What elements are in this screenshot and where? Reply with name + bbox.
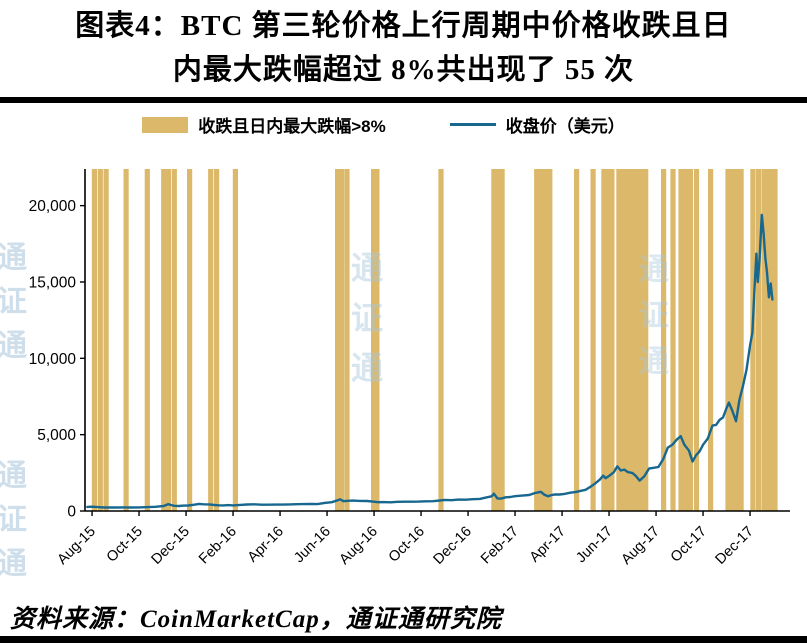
drawdown-bar (670, 169, 676, 511)
close-price-line (86, 213, 774, 509)
y-tick-label: 0 (67, 504, 76, 521)
drawdown-bar (103, 169, 109, 511)
title-divider-rule (0, 97, 807, 103)
drawdown-bar (629, 169, 635, 511)
drawdown-bar (339, 169, 345, 511)
drawdown-bar (755, 169, 762, 511)
x-tick-label: Apr-16 (245, 524, 287, 566)
drawdown-bar (438, 169, 444, 511)
drawdown-bar (161, 169, 167, 511)
x-tick-label: Jun-16 (291, 524, 334, 567)
drawdown-bar (624, 169, 630, 511)
drawdown-bar (344, 169, 350, 511)
x-tick-label: Jun-17 (573, 524, 616, 567)
bottom-border-rule (0, 636, 807, 643)
drawdown-bar (534, 169, 540, 511)
x-tick-label: Aug-16 (336, 524, 380, 568)
drawdown-bar (693, 169, 700, 511)
drawdown-bar (491, 169, 497, 511)
chart-legend: 收跌且日内最大跌幅>8% 收盘价（美元） (0, 103, 807, 139)
line-legend-label: 收盘价（美元） (505, 117, 625, 136)
y-tick-label: 10,000 (29, 351, 77, 368)
chart-title: 图表4：BTC 第三轮价格上行周期中价格收跌且日 内最大跌幅超过 8%共出现了 … (0, 0, 807, 92)
drawdown-bar (495, 169, 501, 511)
drawdown-bar (772, 169, 778, 511)
x-tick-label: Dec-15 (149, 524, 193, 568)
x-tick-label: Oct-16 (386, 524, 428, 566)
drawdown-bar (171, 169, 177, 511)
legend-item-bars: 收跌且日内最大跌幅>8% (142, 112, 386, 137)
x-tick-label: Aug-15 (54, 524, 98, 568)
drawdown-bar (687, 169, 693, 511)
y-tick-label: 5,000 (37, 427, 76, 444)
bars-legend-label: 收跌且日内最大跌幅>8% (198, 117, 386, 136)
source-line: 资料来源：CoinMarketCap，通证通研究院 (10, 606, 502, 633)
drawdown-bar (750, 169, 756, 511)
drawdown-bar (609, 169, 615, 511)
drawdown-bar (725, 169, 731, 511)
drawdown-bar (574, 169, 580, 511)
drawdown-bar (165, 169, 171, 511)
drawdown-bar (91, 169, 97, 511)
drawdown-bar (547, 169, 553, 511)
legend-item-line: 收盘价（美元） (449, 112, 625, 137)
drawdown-bar (730, 169, 736, 511)
drawdown-bar (335, 169, 341, 511)
drawdown-bar (590, 169, 596, 511)
drawdown-bar (764, 169, 770, 511)
x-tick-label: Dec-16 (431, 524, 475, 568)
bars-legend-swatch (142, 116, 189, 133)
drawdown-bar (374, 169, 380, 511)
line-legend-swatch (449, 123, 496, 126)
x-tick-label: Dec-17 (713, 524, 757, 568)
drawdown-bar (678, 169, 684, 511)
drawdown-bar (633, 169, 640, 511)
drawdown-bar (208, 169, 214, 511)
x-tick-label: Feb-17 (478, 524, 522, 568)
drawdown-bar (144, 169, 150, 511)
drawdown-bar (123, 169, 129, 511)
x-tick-label: Aug-17 (618, 524, 662, 568)
drawdown-bar (738, 169, 744, 511)
drawdown-bar (187, 169, 193, 511)
x-tick-label: Apr-17 (527, 524, 569, 566)
drawdown-bar (643, 169, 649, 511)
drawdown-bar (601, 169, 607, 511)
drawdown-bar (232, 169, 238, 511)
drawdown-bar (499, 169, 505, 511)
drawdown-bar (733, 169, 739, 511)
drawdown-bar (708, 169, 714, 511)
x-tick-label: Oct-17 (668, 524, 710, 566)
drawdown-bar (371, 169, 377, 511)
drawdown-bar (214, 169, 220, 511)
y-tick-label: 15,000 (29, 274, 77, 291)
drawdown-bar (97, 169, 103, 511)
drawdown-bar (683, 169, 689, 511)
drawdown-bar (604, 169, 610, 511)
x-tick-label: Feb-16 (196, 524, 240, 568)
chart-area: 通证通 通证通 通证通 通证通 收跌且日内最大跌幅>8% 收盘价（美元） 0 5,… (0, 103, 807, 591)
x-tick-label: Oct-15 (104, 524, 146, 566)
drawdown-bar (638, 169, 644, 511)
drawdown-bar (761, 169, 767, 511)
chart-title-line-1: 图表4：BTC 第三轮价格上行周期中价格收跌且日 (75, 10, 732, 42)
drawdown-bar (538, 169, 544, 511)
y-tick-label: 20,000 (29, 198, 77, 215)
drawdown-bar (620, 169, 626, 511)
drawdown-bar (616, 169, 622, 511)
chart-title-line-2: 内最大跌幅超过 8%共出现了 55 次 (172, 53, 635, 86)
drawdown-bar (542, 169, 548, 511)
drawdown-bar (661, 169, 667, 511)
